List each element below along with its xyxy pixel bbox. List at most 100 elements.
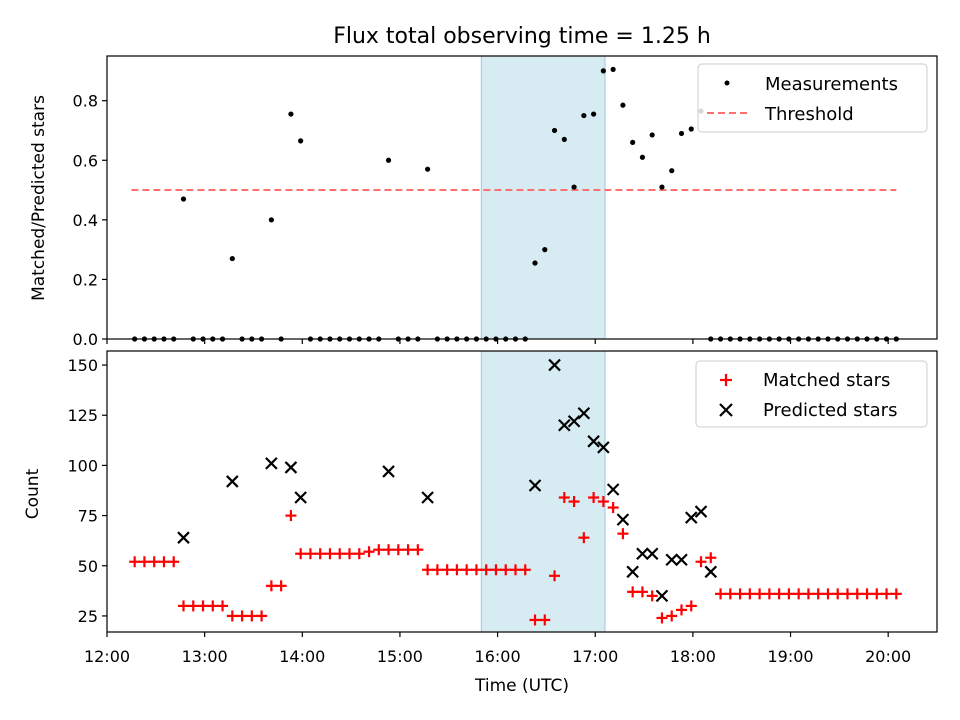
measurement-point	[620, 102, 626, 108]
x-axis-label: Time (UTC)	[474, 676, 569, 696]
predicted-star-point	[284, 461, 298, 474]
x-tick-label: 16:00	[475, 647, 521, 666]
predicted-star-point	[226, 475, 239, 488]
measurement-point	[581, 112, 587, 119]
matched-star-point	[529, 614, 541, 626]
legend-threshold-label: Threshold	[764, 104, 854, 125]
matched-star-point	[500, 564, 512, 576]
legend-measurements-label: Measurements	[765, 74, 898, 95]
bottom-legend-box	[695, 360, 928, 428]
matched-star-point	[275, 580, 287, 592]
predicted-star-point	[655, 589, 669, 603]
measurement-point	[610, 66, 616, 73]
bottom-y-tick-label: 150	[67, 356, 98, 375]
matched-star-point	[685, 600, 697, 612]
predicted-star-point	[577, 406, 591, 420]
bottom-x-ticks: 12:00 13:00 14:00 15:00 16:00 17:00 18:00 19:00…	[84, 632, 911, 666]
predicted-star-point	[558, 418, 571, 432]
matched-star-point	[236, 610, 248, 622]
matched-star-point	[256, 610, 268, 622]
bottom-y-tick-label: 100	[67, 456, 98, 475]
top-legend-box	[697, 63, 928, 133]
top-y-tick-label: 0.6	[73, 151, 98, 170]
matched-star-point	[207, 600, 219, 612]
matched-star-point	[412, 544, 424, 556]
matched-star-point	[138, 556, 150, 568]
measurement-point	[229, 255, 235, 262]
matched-star-point	[802, 588, 814, 600]
matched-star-point	[324, 548, 336, 560]
threshold-layer	[131, 56, 897, 339]
top-y-axis-label: Matched/Predicted stars	[29, 95, 49, 301]
matched-star-point	[304, 548, 316, 560]
matched-star-point	[187, 600, 199, 612]
matched-star-point	[148, 556, 160, 568]
top-y-tick-label: 0.0	[73, 330, 98, 349]
matched-star-point	[295, 548, 307, 560]
predicted-star-point	[382, 465, 395, 478]
matched-star-point	[607, 502, 619, 514]
matched-star-point	[402, 544, 414, 556]
matched-star-point	[656, 612, 668, 624]
matched-star-point	[822, 588, 834, 600]
matched-star-point	[715, 588, 727, 600]
measurement-point	[551, 127, 558, 134]
measurement-point	[180, 196, 187, 202]
measurement-point	[649, 132, 655, 138]
predicted-star-point	[265, 457, 278, 470]
matched-star-point	[461, 564, 473, 576]
bottom-y-ticks: 25 50 75 100 125 150	[67, 356, 107, 626]
x-tick-label: 19:00	[767, 647, 813, 666]
matched-star-point	[217, 600, 229, 612]
matched-star-point	[578, 532, 590, 544]
measurements-layer	[132, 66, 899, 342]
predicted-star-point	[421, 491, 434, 504]
matched-star-point	[265, 580, 277, 592]
matched-star-point	[675, 604, 687, 616]
measurement-point	[659, 184, 665, 190]
measurement-point	[288, 111, 294, 117]
matched-star-point	[480, 564, 492, 576]
predicted-star-point	[684, 511, 698, 524]
matched-star-point	[617, 528, 629, 540]
matched-star-point	[519, 564, 531, 576]
predicted-star-point	[528, 479, 542, 492]
matched-star-point	[861, 588, 873, 600]
legend-predicted-marker	[719, 403, 733, 417]
measurement-point	[532, 260, 538, 266]
matched-star-point	[383, 544, 395, 556]
measurement-point	[639, 154, 646, 160]
predicted-star-point	[645, 547, 659, 560]
bottom-axes-frame	[106, 350, 938, 633]
matched-star-point	[334, 548, 346, 560]
matched-star-point	[226, 610, 238, 622]
matched-star-point	[832, 588, 844, 600]
matched-star-point	[363, 546, 375, 558]
matched-star-point	[851, 588, 863, 600]
matched-star-point	[734, 588, 746, 600]
bottom-shaded-region	[481, 351, 605, 632]
matched-star-point	[197, 600, 209, 612]
matched-star-point	[353, 548, 365, 560]
matched-star-point	[373, 544, 385, 556]
matched-star-point	[509, 564, 521, 576]
matched-star-point	[744, 588, 756, 600]
matched-star-point	[392, 544, 404, 556]
x-tick-label: 13:00	[182, 647, 228, 666]
predicted-star-point	[567, 414, 581, 428]
matched-star-point	[890, 588, 902, 600]
matched-star-point	[597, 496, 609, 508]
x-tick-label: 15:00	[377, 647, 423, 666]
top-panel: 0.00.20.40.60.8 Matched/Predicted stars …	[29, 55, 938, 349]
measurement-point	[385, 157, 392, 163]
matched-star-point	[246, 610, 258, 622]
matched-star-point	[539, 614, 551, 626]
legend-matched-label: Matched stars	[763, 370, 890, 391]
bottom-legend: Matched stars Predicted stars	[695, 360, 928, 428]
top-x-ticks	[106, 339, 889, 344]
predicted-star-point	[294, 491, 307, 504]
predicted-star-point	[597, 441, 610, 454]
matched-star-point	[470, 564, 482, 576]
predicted-star-point	[616, 513, 630, 526]
matched-star-point	[783, 588, 795, 600]
